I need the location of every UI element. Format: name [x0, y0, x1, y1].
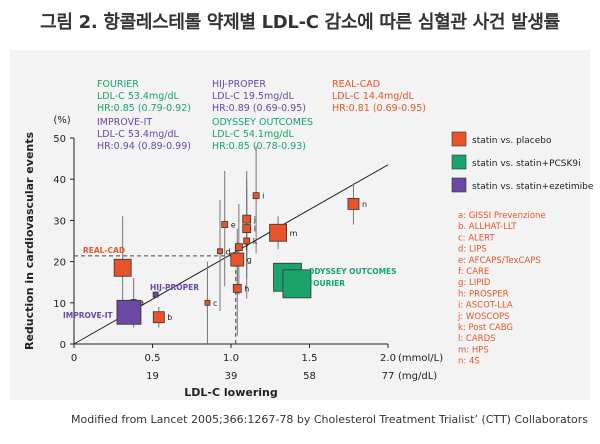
annotation-line: REAL-CAD	[332, 79, 380, 90]
label-improve-it: IMPROVE-IT	[63, 311, 114, 320]
x-tick-label: 2.0	[380, 353, 396, 364]
trial-key-item: c: ALERT	[458, 233, 495, 243]
annotation-line: LDL-C 53.4mg/dL	[97, 91, 179, 102]
trial-key-item: a: GISSI Prevenzione	[458, 211, 546, 221]
trial-key-item: g: LIPID	[458, 278, 491, 288]
data-point-placebo	[230, 252, 245, 267]
annotation-line: HR:0.85 (0.78-0.93)	[212, 141, 306, 152]
annotation-line: LDL-C 53.4mg/dL	[97, 129, 179, 140]
legend-swatch	[451, 131, 467, 147]
annotation-line: IMPROVE-IT	[97, 117, 152, 128]
trial-key-item: j: WOSCOPS	[457, 312, 510, 322]
trial-key-item: f: CARE	[458, 267, 489, 277]
x-tick-label-mgdl: 77	[382, 371, 395, 382]
data-point-placebo	[204, 299, 211, 306]
point-letter-label: d	[226, 247, 231, 256]
x-tick-label: 0	[71, 353, 77, 364]
trial-key-item: i: ASCOT-LLA	[458, 301, 513, 311]
source-note: Modified from Lancet 2005;366:1267-78 by…	[70, 413, 588, 426]
x-tick-label-mgdl: 39	[225, 371, 238, 382]
x-tick-label-mgdl: 58	[303, 371, 316, 382]
trial-key-item: n: 4S	[458, 357, 480, 367]
legend-label: statin vs. statin+PCSK9i	[472, 159, 581, 169]
y-tick-label: 50	[53, 134, 66, 145]
annotation-line: LDL-C 14.4mg/dL	[332, 91, 414, 102]
point-letter-label: f	[245, 243, 248, 252]
point-letter-label: k	[253, 237, 258, 246]
data-point-pcsk9	[282, 269, 312, 299]
x-unit-top: (mmol/L)	[398, 353, 443, 364]
data-point-placebo	[152, 311, 165, 324]
y-tick-label: 10	[53, 299, 66, 310]
y-tick-label: 20	[53, 258, 66, 269]
annotation-line: FOURIER	[97, 79, 139, 90]
annotation-line: ODYSSEY OUTCOMES	[212, 117, 313, 128]
label-hij-proper: HIJ-PROPER	[150, 283, 199, 292]
data-point-ezetimibe	[152, 291, 159, 298]
data-point-placebo	[221, 221, 229, 228]
annotation-line: HR:0.94 (0.89-0.99)	[97, 141, 191, 152]
trial-key-item: h: PROSPER	[458, 289, 509, 299]
point-letter-label: e	[231, 221, 236, 230]
data-point-placebo	[113, 258, 132, 277]
annotation-line: HR:0.81 (0.69-0.95)	[332, 103, 426, 114]
label-odyssey: ODYSSEY OUTCOMES	[308, 267, 397, 276]
chart-panel	[10, 50, 590, 400]
point-letter-label: b	[167, 313, 172, 322]
data-point-placebo	[234, 243, 243, 252]
legend-label: statin vs. statin+ezetimibe	[472, 182, 594, 192]
trial-key-item: e: AFCAPS/TexCAPS	[458, 256, 541, 266]
y-tick-label: 30	[53, 216, 66, 227]
point-letter-label: i	[262, 192, 264, 201]
point-letter-label: c	[213, 299, 217, 308]
data-point-placebo	[242, 214, 252, 224]
x-tick-label: 1.0	[223, 353, 239, 364]
y-unit-label: (%)	[53, 115, 70, 126]
y-tick-label: 0	[60, 340, 66, 351]
x-axis-title: LDL-C lowering	[184, 386, 277, 399]
data-point-placebo	[232, 283, 242, 293]
y-tick-label: 40	[53, 175, 66, 186]
trial-key-item: m: HPS	[458, 345, 489, 355]
trial-key-item: k: Post CABG	[458, 323, 513, 333]
point-letter-label: m	[290, 229, 298, 238]
data-point-placebo	[252, 192, 260, 200]
point-letter-label: n	[362, 200, 367, 209]
trial-key-item: d: LIPS	[458, 245, 487, 255]
annotation-line: HIJ-PROPER	[212, 79, 266, 90]
legend-swatch	[451, 154, 467, 170]
annotation-line: LDL-C 54.1mg/dL	[212, 129, 294, 140]
data-point-ezetimibe	[116, 299, 142, 325]
annotation-line: HR:0.85 (0.79-0.92)	[97, 103, 191, 114]
data-point-placebo	[217, 248, 223, 255]
point-letter-label: h	[244, 284, 249, 293]
figure-title: 그림 2. 항콜레스테롤 약제별 LDL-C 감소에 따른 심혈관 사건 발생률	[40, 12, 560, 33]
label-real-cad: REAL-CAD	[83, 246, 125, 255]
trial-key-item: b. ALLHAT-LLT	[458, 222, 517, 232]
data-point-placebo	[243, 237, 251, 245]
label-fourier: FOURIER	[308, 279, 345, 288]
y-axis-title: Reduction in cardiovascular events	[23, 132, 36, 351]
point-letter-label: a	[139, 298, 144, 307]
point-letter-label: j	[253, 215, 256, 224]
x-unit-bottom: (mg/dL)	[398, 371, 437, 382]
legend-label: statin vs. placebo	[472, 136, 552, 146]
legend-swatch	[451, 177, 467, 193]
x-tick-label: 0.5	[145, 353, 161, 364]
point-letter-label: l	[254, 225, 256, 234]
data-point-placebo	[347, 198, 360, 210]
annotation-line: LDL-C 19.5mg/dL	[212, 91, 294, 102]
x-tick-label-mgdl: 19	[146, 371, 159, 382]
annotation-line: HR:0.89 (0.69-0.95)	[212, 103, 306, 114]
trial-key-item: l: CARDS	[458, 334, 496, 344]
data-point-placebo	[242, 224, 252, 234]
point-letter-label: g	[247, 256, 252, 265]
x-tick-label: 1.5	[302, 353, 318, 364]
data-point-placebo	[269, 223, 288, 242]
